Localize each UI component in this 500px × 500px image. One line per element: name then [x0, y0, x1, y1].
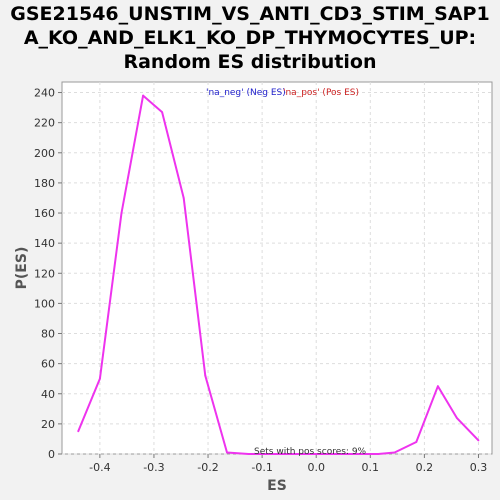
plot-area: [61, 81, 493, 455]
data-point: [355, 453, 358, 455]
y-tick-label: 240: [34, 87, 55, 100]
series-line-0: [77, 94, 480, 455]
data-point: [415, 441, 418, 443]
grid-lines: [62, 82, 492, 455]
data-point: [269, 453, 272, 455]
x-tick-label: -0.1: [251, 461, 272, 474]
y-tick-label: 200: [34, 147, 55, 160]
data-point: [98, 377, 101, 380]
x-tick-label: 0.2: [416, 461, 434, 474]
y-tick-label: 100: [34, 297, 55, 310]
legend-entry-neg: 'na_neg' (Neg ES): [206, 88, 286, 98]
y-tick-label: 120: [34, 267, 55, 280]
data-point: [312, 453, 315, 455]
data-point: [161, 111, 163, 114]
chart-title-line-3: Random ES distribution: [123, 51, 377, 73]
data-point: [290, 453, 293, 455]
series-layer: [77, 94, 480, 455]
x-tick-label: -0.2: [197, 461, 218, 474]
x-tick-label: -0.4: [89, 461, 110, 474]
data-point: [120, 212, 123, 214]
x-tick-label: 0.3: [470, 461, 488, 474]
data-point: [477, 439, 480, 442]
data-point: [247, 453, 250, 455]
x-tick-label: 0.1: [362, 461, 380, 474]
data-point: [204, 374, 207, 377]
data-point: [182, 197, 185, 199]
x-tick-label: 0.0: [307, 461, 325, 474]
legend-entry-pos: 'na_pos' (Pos ES): [283, 88, 359, 98]
data-point: [226, 451, 228, 454]
x-axis-label: ES: [267, 478, 287, 494]
data-point: [377, 453, 380, 455]
pos-scores-annotation: Sets with pos scores: 9%: [254, 447, 367, 457]
data-point: [393, 451, 396, 454]
y-tick-label: 220: [34, 117, 55, 130]
y-tick-label: 140: [34, 237, 55, 250]
chart-title-line-2: A_KO_AND_ELK1_KO_DP_THYMOCYTES_UP:: [23, 27, 477, 49]
y-axis-label: P(ES): [14, 247, 30, 290]
y-tick-label: 80: [41, 328, 55, 341]
y-tick-label: 20: [41, 418, 55, 431]
y-tick-label: 160: [34, 207, 55, 220]
y-tick-label: 0: [48, 448, 55, 461]
axis-ticks: 0 20 40 60 80 100 120 140 160 180 200 220 240 -0.4 -0.…: [34, 87, 487, 474]
y-tick-label: 40: [41, 388, 55, 401]
chart-title: GSE21546_UNSTIM_VS_ANTI_CD3_STIM_SAP1 A_…: [0, 2, 500, 74]
y-tick-label: 60: [41, 358, 55, 371]
x-tick-label: -0.3: [143, 461, 164, 474]
data-point: [455, 416, 458, 419]
data-point: [77, 430, 80, 433]
data-point: [437, 385, 439, 388]
data-point: [142, 94, 145, 97]
y-tick-label: 180: [34, 177, 55, 190]
chart-title-line-1: GSE21546_UNSTIM_VS_ANTI_CD3_STIM_SAP1: [10, 3, 490, 25]
data-point: [334, 453, 337, 455]
